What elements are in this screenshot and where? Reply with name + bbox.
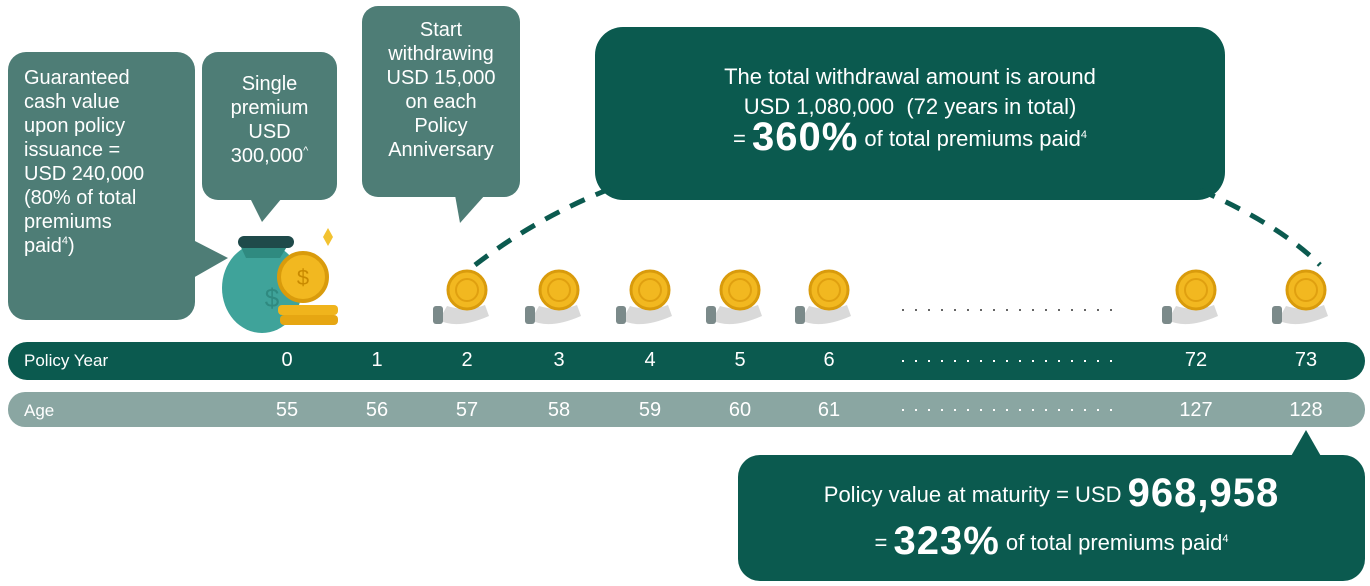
callout-total: The total withdrawal amount is around US… (595, 62, 1225, 154)
coin-hand-icon (433, 271, 489, 324)
callout-line: USD 15,000 (362, 66, 520, 90)
page: {"callouts": { "guaranteed_cash_value": … (0, 0, 1370, 586)
coin (1287, 271, 1325, 309)
coin-hand-icon (706, 271, 762, 324)
callout-text: 300,000 (231, 145, 303, 167)
highlight-value: 323% (893, 519, 999, 563)
equals: = (875, 530, 888, 555)
coin (721, 271, 759, 309)
policy-year-value: 2 (427, 349, 507, 372)
callout-line: (80% of total (24, 186, 144, 210)
callout-line: USD 1,080,000 (72 years in total) (595, 92, 1225, 122)
callout-premium: Single premium USD 300,000^ (202, 72, 337, 168)
cuff (795, 306, 805, 324)
age-label: Age (24, 401, 54, 421)
age-value: 128 (1266, 399, 1346, 422)
coin (540, 271, 578, 309)
callout-line: cash value (24, 90, 144, 114)
policy-year-label: Policy Year (24, 351, 108, 371)
policy-year-value: 4 (610, 349, 690, 372)
coin-hand-icon (525, 271, 581, 324)
callout-maturity: Policy value at maturity = USD 968,958 =… (738, 470, 1365, 566)
callout-line: Guaranteed (24, 66, 144, 90)
callout-line: = 360% of total premiums paid4 (595, 122, 1225, 154)
age-value: 56 (337, 399, 417, 422)
coin-hand-icon (795, 271, 851, 324)
policy-year-value: 73 (1266, 349, 1346, 372)
callout-text: of total premiums paid (1006, 530, 1222, 555)
cuff (433, 306, 443, 324)
callout-guaranteed: Guaranteed cash value upon policy issuan… (24, 66, 144, 258)
footnote-mark: ^ (303, 145, 308, 157)
callout-line: issuance = (24, 138, 144, 162)
callout-line: premium (202, 96, 337, 120)
coin (810, 271, 848, 309)
dashed-connector (1200, 190, 1320, 265)
callout-line: withdrawing (362, 42, 520, 66)
highlight-value: 968,958 (1128, 471, 1280, 515)
callout-line: Policy value at maturity = USD 968,958 (738, 470, 1365, 518)
coin-hand-icon (1272, 271, 1328, 324)
callout-line: paid4) (24, 234, 144, 258)
callout-text: of total premiums paid (864, 126, 1080, 151)
callout-line: = 323% of total premiums paid4 (738, 518, 1365, 566)
callout-line: upon policy (24, 114, 144, 138)
age-value: 57 (427, 399, 507, 422)
callout-line: Single (202, 72, 337, 96)
policy-year-value: 1 (337, 349, 417, 372)
coin-hand-icon (1162, 271, 1218, 324)
age-value: 58 (519, 399, 599, 422)
coin-hand-icon (616, 271, 672, 324)
callout-line: on each (362, 90, 520, 114)
callout-line: USD (202, 120, 337, 144)
age-value: 61 (789, 399, 869, 422)
policy-year-value: 72 (1156, 349, 1236, 372)
callout-line: premiums (24, 210, 144, 234)
callout-line: The total withdrawal amount is around (595, 62, 1225, 92)
coin (631, 271, 669, 309)
callout-line: Anniversary (362, 138, 520, 162)
callout-line: Policy (362, 114, 520, 138)
footnote-mark: 4 (1222, 533, 1228, 545)
callout-text: ) (68, 235, 75, 257)
coin (448, 271, 486, 309)
callout-text: Policy value at maturity = USD (824, 482, 1122, 507)
money-bag-icon: $ $ (222, 228, 338, 333)
coin (1177, 271, 1215, 309)
cuff (1272, 306, 1282, 324)
callout-line: 300,000^ (202, 144, 337, 168)
cuff (525, 306, 535, 324)
policy-year-value: 0 (247, 349, 327, 372)
age-value: 59 (610, 399, 690, 422)
equals: = (733, 126, 746, 151)
cuff (706, 306, 716, 324)
dollar-glyph: $ (297, 265, 309, 290)
footnote-mark: 4 (1081, 129, 1087, 141)
age-value: 60 (700, 399, 780, 422)
callout-text: paid (24, 235, 62, 257)
callout-withdraw: Start withdrawing USD 15,000 on each Pol… (362, 18, 520, 162)
policy-year-value: 5 (700, 349, 780, 372)
policy-year-value: 6 (789, 349, 869, 372)
highlight-value: 360% (752, 115, 858, 159)
callout-line: Start (362, 18, 520, 42)
age-value: 55 (247, 399, 327, 422)
callout-line: USD 240,000 (24, 162, 144, 186)
policy-year-value: 3 (519, 349, 599, 372)
age-value: 127 (1156, 399, 1236, 422)
cuff (1162, 306, 1172, 324)
dollar-glyph: $ (265, 283, 280, 313)
cuff (616, 306, 626, 324)
